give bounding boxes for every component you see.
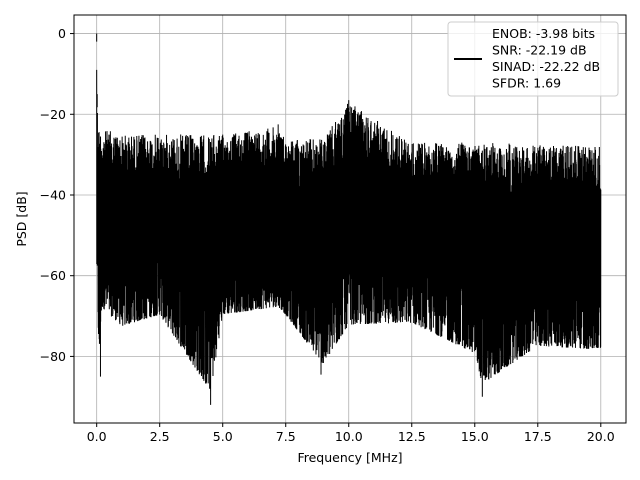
- x-tick-label: 17.5: [524, 429, 552, 444]
- x-tick-label: 10.0: [335, 429, 363, 444]
- legend-entry-sinad: SINAD: -22.22 dB: [492, 59, 600, 74]
- x-tick-label: 20.0: [587, 429, 615, 444]
- axes-frame: [73, 14, 627, 424]
- legend-entry-snr: SNR: -22.19 dB: [492, 43, 587, 58]
- x-tick-label: 2.5: [150, 429, 170, 444]
- x-axis-label: Frequency [MHz]: [297, 450, 402, 465]
- legend: ENOB: -3.98 bits SNR: -22.19 dB SINAD: -…: [447, 21, 619, 97]
- x-axis-ticks: 0.0 2.5 5.0 7.5 10.0 12.5 15.0 17.5 20.0: [87, 423, 615, 444]
- series-line: [96, 33, 602, 405]
- legend-entry-sfdr: SFDR: 1.69: [492, 76, 561, 91]
- x-tick-label: 7.5: [276, 429, 296, 444]
- y-tick-label: −20: [40, 107, 66, 122]
- y-axis-ticks: 0 −20 −40 −60 −80: [40, 26, 74, 364]
- x-tick-label: 15.0: [461, 429, 489, 444]
- x-tick-label: 0.0: [87, 429, 107, 444]
- y-tick-label: −60: [40, 268, 66, 283]
- x-tick-label: 5.0: [213, 429, 233, 444]
- y-axis-label: PSD [dB]: [14, 191, 29, 246]
- y-tick-label: −80: [40, 349, 66, 364]
- plot-area: [96, 33, 602, 405]
- legend-box: [447, 21, 619, 97]
- y-tick-label: 0: [58, 26, 66, 41]
- legend-entry-enob: ENOB: -3.98 bits: [492, 26, 595, 41]
- y-tick-label: −40: [40, 187, 66, 202]
- x-tick-label: 12.5: [398, 429, 426, 444]
